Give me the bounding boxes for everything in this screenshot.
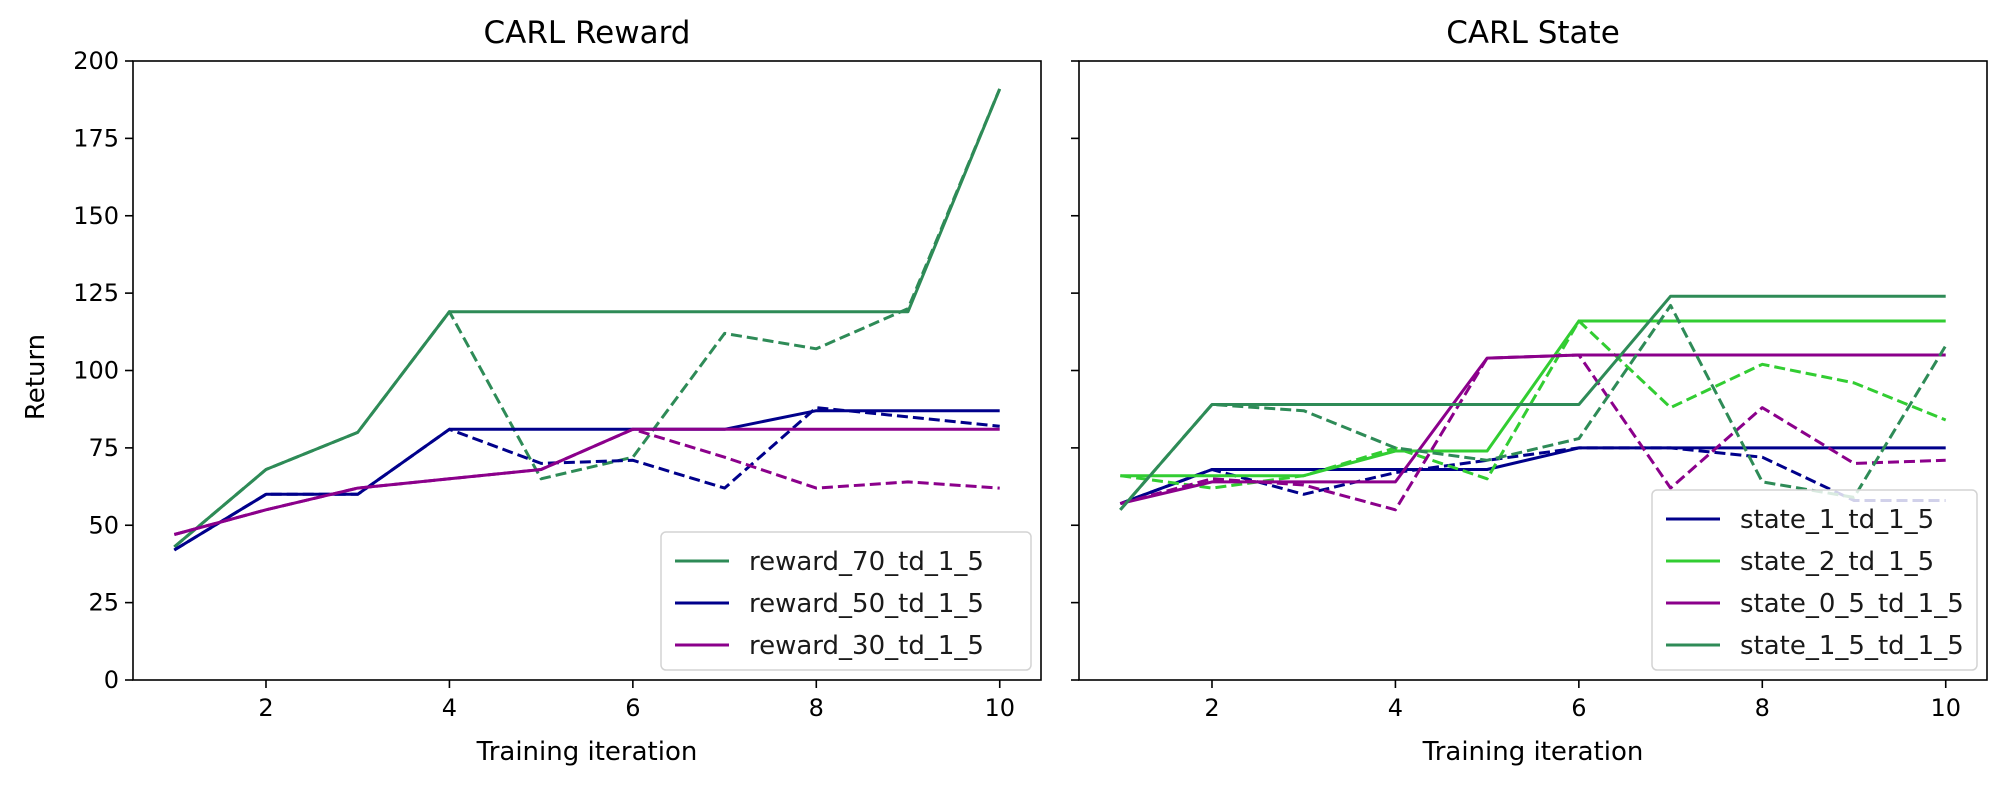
- reward-series-group: [173, 88, 1002, 552]
- state-legend: state_1_td_1_5 state_2_td_1_5 state_0_5_td…: [1651, 489, 1978, 671]
- reward-x-tick-label: 2: [258, 694, 273, 722]
- reward-y-tick-label: 0: [104, 666, 119, 694]
- state-legend-label: state_0_5_td_1_5: [1740, 589, 1964, 619]
- reward-y-tick-label: 100: [73, 357, 119, 385]
- state-series-group: [1119, 294, 1947, 512]
- state-chart-title: CARL State: [1446, 15, 1620, 51]
- state-x-tick-label: 10: [1930, 694, 1961, 722]
- reward-axes-frame: [132, 60, 1042, 681]
- state-legend-label: state_1_5_td_1_5: [1740, 631, 1964, 661]
- state-series-5-dashed-line: [1119, 353, 1946, 512]
- reward-x-tick-label: 6: [625, 694, 640, 722]
- reward-y-axis-label: Return: [21, 334, 51, 420]
- reward-series-1-dashed-line: [173, 88, 1002, 549]
- state-legend-box: [1651, 489, 1978, 671]
- state-series-7-dashed-line: [1119, 304, 1947, 511]
- state-panel: CARL State Training iteration 2 4 6 8 10 stat…: [1071, 15, 1988, 767]
- reward-x-axis-label: Training iteration: [476, 737, 698, 767]
- reward-plot-area: 0 25 50 75 100 125 150 175 200 2 4 6 8 10 reward_70_td…: [73, 47, 1042, 722]
- state-series-2-line: [1120, 319, 1946, 478]
- state-x-tick-label: 2: [1204, 694, 1219, 722]
- state-x-tick-label: 6: [1571, 694, 1586, 722]
- reward-y-tick-label: 75: [88, 434, 119, 462]
- reward-y-tick-label: 175: [73, 124, 119, 152]
- reward-y-tick-label: 150: [73, 202, 119, 230]
- reward-y-tick-label: 50: [88, 511, 119, 539]
- state-axes-frame: [1078, 60, 1988, 681]
- reward-legend-box: [660, 531, 1032, 671]
- state-plot-area: 2 4 6 8 10state_1_td_1_5state_2_td_1_5state_…: [1071, 60, 1988, 722]
- state-x-tick-label: 4: [1388, 694, 1403, 722]
- reward-y-tick-label: 25: [88, 589, 119, 617]
- reward-x-tick-label: 4: [442, 694, 457, 722]
- reward-legend: reward_70_td_1_5 reward_50_td_1_5 reward_3…: [660, 531, 1032, 671]
- reward-legend-label: reward_50_td_1_5: [749, 589, 984, 619]
- state-legend-label: state_1_td_1_5: [1740, 505, 1934, 535]
- reward-legend-label: reward_30_td_1_5: [749, 631, 984, 661]
- reward-x-tick-label: 10: [984, 694, 1015, 722]
- reward-panel: CARL Reward Training iteration Return 0 2…: [21, 15, 1042, 767]
- reward-series-5-dashed-line: [173, 427, 1000, 536]
- reward-series-3-dashed-line: [173, 406, 1000, 552]
- state-series-0-line: [1119, 446, 1946, 506]
- reward-x-tick-label: 8: [809, 694, 824, 722]
- state-x-tick-label: 8: [1755, 694, 1770, 722]
- reward-legend-label: reward_70_td_1_5: [749, 547, 984, 577]
- reward-chart-title: CARL Reward: [484, 15, 691, 51]
- state-series-6-line: [1119, 294, 1946, 511]
- reward-y-tick-label: 125: [73, 279, 119, 307]
- state-x-axis-label: Training iteration: [1422, 737, 1644, 767]
- reward-y-tick-label: 200: [73, 47, 119, 75]
- state-legend-label: state_2_td_1_5: [1740, 547, 1934, 577]
